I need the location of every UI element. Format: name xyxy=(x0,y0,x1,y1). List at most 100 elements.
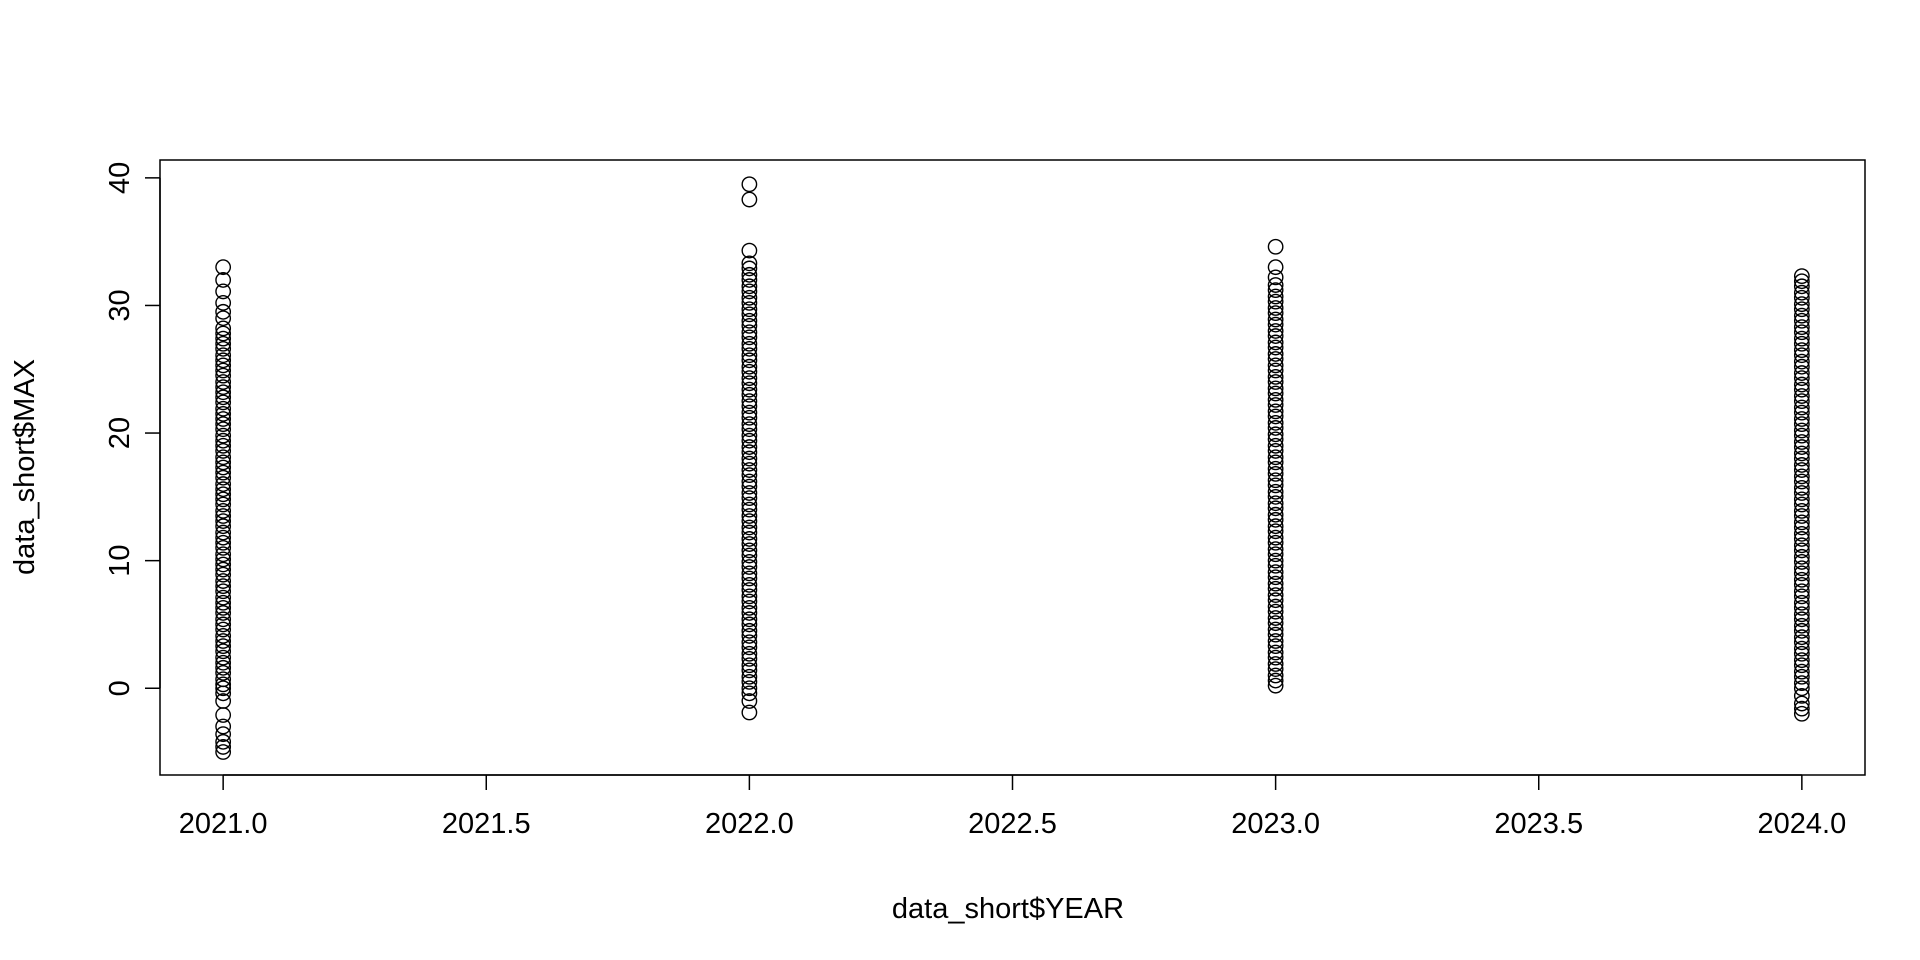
data-point xyxy=(215,643,232,660)
data-point xyxy=(1267,672,1284,689)
data-point xyxy=(1793,657,1810,674)
data-point xyxy=(741,455,758,472)
data-point xyxy=(1793,427,1810,444)
data-point xyxy=(741,272,758,288)
data-point xyxy=(741,432,758,449)
data-point xyxy=(1793,542,1810,559)
data-point xyxy=(1267,465,1284,482)
data-point xyxy=(1267,546,1284,563)
data-point xyxy=(215,272,232,288)
data-point xyxy=(1267,477,1284,494)
data-point xyxy=(1793,284,1810,301)
data-point xyxy=(215,320,232,337)
data-point xyxy=(1793,289,1810,306)
data-point xyxy=(215,469,232,486)
data-point xyxy=(215,379,232,396)
data-point xyxy=(1267,426,1284,443)
data-point xyxy=(1267,269,1284,286)
data-point xyxy=(215,551,232,568)
data-point xyxy=(215,421,232,438)
data-point xyxy=(215,628,232,644)
data-point xyxy=(1793,617,1810,634)
data-point xyxy=(1267,534,1284,551)
data-point xyxy=(741,398,758,415)
data-point xyxy=(1267,587,1284,603)
data-point xyxy=(1793,576,1810,593)
data-point xyxy=(215,539,232,556)
data-point xyxy=(215,389,232,406)
data-point xyxy=(1793,312,1810,329)
data-point xyxy=(1793,434,1810,450)
data-point xyxy=(1267,615,1284,632)
data-point xyxy=(1793,508,1810,524)
data-point xyxy=(741,576,758,593)
data-point xyxy=(1267,649,1284,666)
data-point xyxy=(215,295,232,311)
data-point xyxy=(215,546,232,563)
data-point xyxy=(741,312,758,329)
data-point xyxy=(1267,259,1284,276)
y-axis-label: data_short$MAX xyxy=(9,359,41,575)
data-point xyxy=(215,534,232,551)
data-point xyxy=(1267,511,1284,528)
x-tick-label: 2021.5 xyxy=(442,808,531,840)
data-point xyxy=(1267,598,1284,615)
data-point xyxy=(1793,393,1810,410)
data-point xyxy=(1267,557,1284,574)
data-point xyxy=(741,501,758,518)
data-point xyxy=(1793,594,1810,611)
data-point xyxy=(1793,663,1810,680)
data-point xyxy=(215,611,232,628)
data-point xyxy=(741,519,758,536)
data-points xyxy=(215,176,1810,760)
data-point xyxy=(741,324,758,341)
data-point xyxy=(741,427,758,444)
data-point xyxy=(215,325,232,342)
data-point xyxy=(1267,638,1284,655)
y-tick-label: 10 xyxy=(104,545,136,577)
data-point xyxy=(215,303,232,320)
data-point xyxy=(1267,437,1284,454)
data-point xyxy=(1793,645,1810,662)
data-point xyxy=(215,676,232,693)
x-tick-label: 2022.0 xyxy=(705,808,794,840)
data-point xyxy=(215,347,232,364)
data-point xyxy=(741,444,758,461)
data-point xyxy=(1267,380,1284,397)
data-point xyxy=(741,467,758,484)
data-point xyxy=(215,605,232,621)
data-point xyxy=(1267,677,1284,694)
data-point xyxy=(215,459,232,476)
data-point xyxy=(215,621,232,638)
data-point xyxy=(1267,443,1284,459)
data-point xyxy=(1793,583,1810,600)
data-point xyxy=(215,335,232,352)
data-point xyxy=(1267,316,1284,333)
data-point xyxy=(1267,610,1284,626)
data-point xyxy=(741,634,758,651)
data-point xyxy=(1793,480,1810,496)
data-point xyxy=(741,490,758,507)
data-point xyxy=(1793,457,1810,473)
data-point xyxy=(1267,408,1284,425)
data-point xyxy=(741,393,758,410)
data-point xyxy=(1793,439,1810,455)
data-point xyxy=(1267,472,1284,489)
data-point xyxy=(741,611,758,628)
data-point xyxy=(741,628,758,644)
data-point xyxy=(1267,506,1284,523)
data-point xyxy=(741,478,758,495)
data-point xyxy=(741,704,758,721)
data-point xyxy=(741,616,758,633)
data-point xyxy=(1267,564,1284,581)
data-point xyxy=(215,524,232,541)
data-point xyxy=(1793,695,1810,712)
data-point xyxy=(1793,502,1810,519)
data-point xyxy=(1793,519,1810,536)
data-point xyxy=(215,513,232,529)
data-point xyxy=(1267,500,1284,517)
data-point xyxy=(1267,362,1284,379)
data-point xyxy=(215,583,232,600)
data-point xyxy=(1267,431,1284,448)
